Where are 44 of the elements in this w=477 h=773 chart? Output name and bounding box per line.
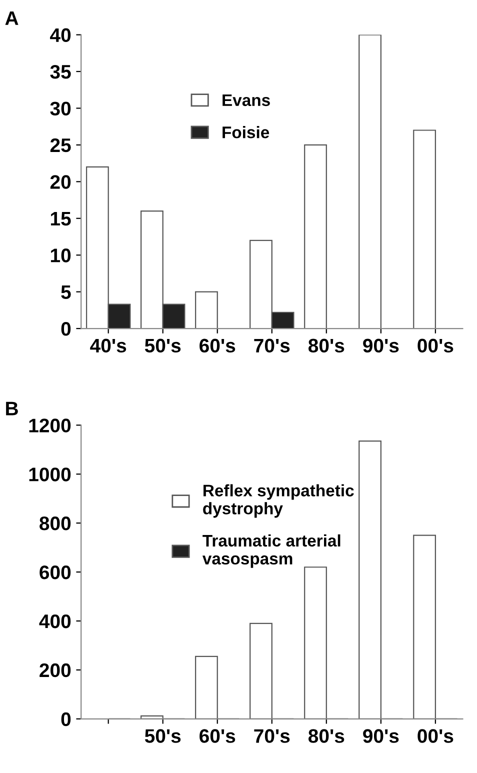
chart-title: B (6, 402, 18, 416)
x-tick-label: 70's (254, 338, 290, 353)
y-tick-label: 400 (39, 614, 71, 628)
x-tick-label: 60's (200, 729, 236, 743)
x-tick-label: 70's (254, 729, 290, 743)
bar (195, 291, 218, 329)
y-tick-label: 200 (40, 663, 71, 678)
y-tick-label: 600 (40, 565, 71, 580)
bar (358, 440, 382, 719)
x-tick-label: 80's (308, 729, 344, 743)
bar (413, 534, 436, 719)
y-tick-label: 35 (50, 64, 71, 79)
legend-label: Foisie (222, 126, 270, 138)
x-tick-label: 90's (363, 338, 399, 353)
bar (413, 130, 436, 329)
y-tick-label: 0 (61, 712, 71, 726)
bar (250, 622, 272, 719)
legend-label: Reflex sympathetic dystrophy (203, 484, 354, 518)
x-tick-label: 00's (418, 338, 454, 353)
y-tick-label: 40 (50, 28, 71, 42)
y-tick-label: 5 (61, 285, 71, 300)
y-tick-label: 10 (50, 248, 71, 262)
x-tick-label: 50's (144, 338, 181, 353)
y-tick-label: 1000 (29, 468, 71, 482)
x-tick-label: 80's (308, 338, 344, 353)
y-tick-label: 20 (50, 175, 71, 189)
x-tick-label: 40's (90, 338, 126, 353)
y-tick-label: 25 (50, 138, 71, 152)
bar (358, 34, 382, 329)
x-tick-label: 00's (418, 729, 454, 743)
y-tick-label: 0 (61, 322, 71, 336)
x-tick-label: 50's (144, 729, 181, 743)
bar (304, 566, 327, 719)
chart-title: A (5, 12, 18, 25)
bar (304, 144, 327, 329)
bar (195, 656, 218, 719)
legend-label: Evans (222, 94, 270, 106)
x-tick-label: 90's (363, 729, 399, 743)
y-tick-label: 15 (50, 212, 71, 226)
x-tick-label: 60's (200, 338, 236, 353)
y-tick-label: 1200 (29, 418, 71, 432)
y-tick-label: 30 (50, 102, 71, 116)
legend-label: Traumatic arterial vasospasm (202, 534, 340, 568)
y-tick-label: 800 (40, 516, 71, 530)
